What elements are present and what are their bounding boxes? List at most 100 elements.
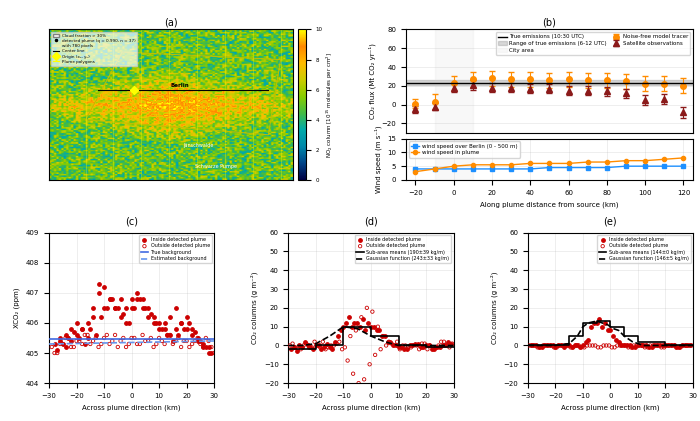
- Inside detected plume: [167, 338, 178, 344]
- Inside detected plume: [649, 342, 660, 349]
- Inside detected plume: [150, 320, 162, 326]
- Outside detected plume: [573, 342, 584, 349]
- Inside detected plume: [203, 350, 214, 357]
- Outside detected plume: [197, 344, 209, 350]
- Sub-area means (144±0 kg/m): [662, 339, 670, 344]
- Inside detected plume: [332, 333, 344, 339]
- Inside detected plume: [99, 283, 110, 290]
- Inside detected plume: [580, 338, 592, 345]
- Inside detected plume: [74, 335, 85, 341]
- Outside detected plume: [642, 344, 653, 351]
- Outside detected plume: [603, 342, 615, 349]
- Inside detected plume: [143, 314, 154, 320]
- Inside detected plume: [663, 342, 674, 349]
- Gaussian function (243±33 kg/m): [422, 343, 430, 348]
- Inside detected plume: [550, 344, 561, 351]
- Inside detected plume: [85, 325, 96, 332]
- Title: (a): (a): [164, 17, 178, 27]
- Inside detected plume: [525, 342, 536, 349]
- Outside detected plume: [384, 338, 395, 345]
- Gaussian function (146±5 kg/m): [609, 326, 617, 331]
- Inside detected plume: [346, 323, 357, 330]
- Title: (c): (c): [125, 216, 138, 226]
- Outside detected plume: [623, 344, 634, 351]
- Line: Sub-area means (144±0 kg/m): Sub-area means (144±0 kg/m): [528, 321, 693, 346]
- Outside detected plume: [628, 342, 639, 349]
- Inside detected plume: [374, 327, 385, 334]
- Inside detected plume: [421, 342, 432, 349]
- Text: Berlin: Berlin: [171, 83, 190, 88]
- Outside detected plume: [565, 344, 576, 351]
- Inside detected plume: [564, 342, 575, 349]
- Outside detected plume: [295, 346, 307, 353]
- Sub-area means (190±39 kg/m): [367, 333, 375, 338]
- Outside detected plume: [626, 344, 637, 351]
- wind speed over Berlin (0 - 500 m): [622, 164, 630, 169]
- Outside detected plume: [337, 346, 348, 353]
- Outside detected plume: [582, 342, 593, 349]
- Outside detected plume: [606, 344, 617, 351]
- Inside detected plume: [286, 346, 297, 353]
- Inside detected plume: [586, 323, 597, 330]
- Outside detected plume: [312, 342, 323, 349]
- Inside detected plume: [602, 327, 613, 334]
- Inside detected plume: [184, 320, 195, 326]
- Y-axis label: CO₂ flux (Mt CO₂ yr⁻¹): CO₂ flux (Mt CO₂ yr⁻¹): [368, 43, 376, 119]
- Outside detected plume: [71, 338, 82, 344]
- Inside detected plume: [365, 323, 377, 330]
- True emissions (10:30 UTC): [452, 80, 460, 85]
- Inside detected plume: [162, 332, 173, 338]
- Inside detected plume: [126, 304, 137, 311]
- X-axis label: Along plume distance from source (km): Along plume distance from source (km): [480, 201, 619, 208]
- Outside detected plume: [90, 335, 101, 341]
- Inside detected plume: [330, 338, 341, 345]
- Text: Jänschwalde: Jänschwalde: [183, 143, 214, 148]
- Inside detected plume: [533, 344, 545, 351]
- Outside detected plume: [375, 346, 386, 353]
- Gaussian function (243±33 kg/m): [298, 343, 307, 348]
- Inside detected plume: [387, 342, 398, 349]
- Inside detected plume: [552, 342, 564, 349]
- wind speed in plume: [526, 161, 535, 166]
- Sub-area means (144±0 kg/m): [634, 339, 642, 344]
- Gaussian function (146±5 kg/m): [592, 319, 601, 324]
- Inside detected plume: [164, 332, 176, 338]
- Outside detected plume: [405, 344, 416, 351]
- wind speed in plume: [603, 160, 611, 165]
- Outside detected plume: [589, 342, 601, 349]
- Inside detected plume: [555, 342, 566, 349]
- Sub-area means (190±39 kg/m): [340, 324, 348, 329]
- Inside detected plume: [335, 327, 346, 334]
- Inside detected plume: [349, 320, 360, 326]
- wind speed over Berlin (0 - 500 m): [545, 165, 554, 170]
- Inside detected plume: [652, 342, 663, 349]
- wind speed in plume: [488, 162, 496, 167]
- Outside detected plume: [298, 342, 309, 349]
- Inside detected plume: [137, 296, 148, 302]
- Outside detected plume: [598, 342, 609, 349]
- Sub-area means (144±0 kg/m): [579, 320, 587, 325]
- Outside detected plume: [576, 344, 587, 351]
- Outside detected plume: [328, 342, 339, 349]
- Outside detected plume: [364, 361, 375, 368]
- Outside detected plume: [290, 344, 301, 351]
- wind speed over Berlin (0 - 500 m): [641, 164, 650, 169]
- Outside detected plume: [88, 338, 99, 344]
- Outside detected plume: [170, 338, 181, 344]
- Inside detected plume: [63, 335, 74, 341]
- Outside detected plume: [176, 344, 187, 350]
- Outside detected plume: [340, 344, 351, 351]
- Outside detected plume: [361, 304, 372, 311]
- Bar: [406, 80, 693, 85]
- Outside detected plume: [57, 341, 69, 347]
- Inside detected plume: [57, 341, 69, 347]
- Outside detected plume: [653, 342, 664, 349]
- Gaussian function (243±33 kg/m): [381, 339, 389, 344]
- Outside detected plume: [678, 342, 689, 349]
- Inside detected plume: [418, 344, 429, 351]
- Inside detected plume: [424, 342, 435, 349]
- Outside detected plume: [74, 338, 85, 344]
- Y-axis label: CO₂ columns (g m⁻²): CO₂ columns (g m⁻²): [251, 272, 258, 344]
- Inside detected plume: [79, 341, 90, 347]
- Gaussian function (146±5 kg/m): [524, 343, 532, 348]
